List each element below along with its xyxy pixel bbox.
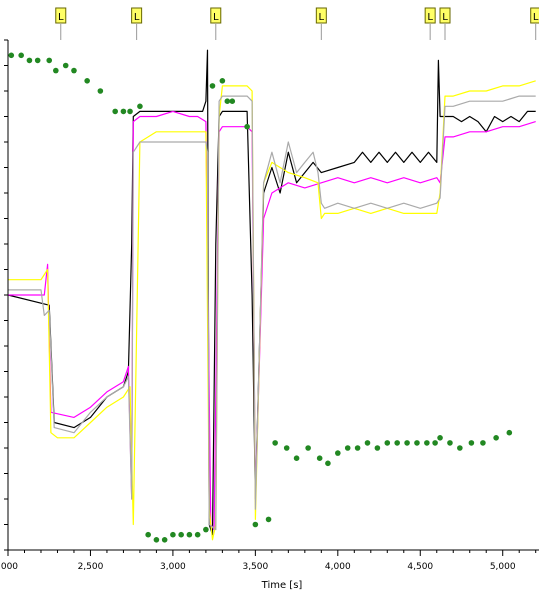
scatter-point [293, 455, 300, 462]
scatter-point [493, 435, 499, 441]
scatter-point [71, 67, 77, 74]
x-ticks: ,000 2,500 3,000 3,500 4,000 4,500 5,000 [0, 550, 537, 572]
event-marker-box [55, 7, 67, 24]
scatter-point [325, 460, 331, 467]
x-tick-label: 3,500 [242, 562, 268, 572]
scatter-point [127, 108, 133, 115]
event-marker-label: L [533, 12, 539, 23]
scatter-point [46, 57, 53, 64]
series-line [8, 110, 536, 531]
scatter-point [186, 531, 193, 538]
scatter-point [457, 445, 463, 451]
scatter-point [305, 445, 311, 451]
scatter-point [506, 429, 513, 436]
scatter-point [384, 440, 391, 446]
scatter-point [354, 445, 361, 451]
event-marker-label: L [319, 12, 325, 23]
scatter-point [137, 103, 143, 110]
scatter-point [424, 440, 430, 446]
scatter-point [145, 531, 151, 538]
scatter-point [224, 98, 231, 104]
event-marker-box [439, 7, 451, 24]
x-tick-label: ,000 [0, 562, 18, 572]
scatter-point [374, 445, 381, 451]
scatter-point [252, 521, 259, 528]
x-tick-label: 3,000 [160, 562, 186, 572]
scatter-point [18, 52, 24, 59]
scatter-point [97, 88, 104, 94]
scatter-point [120, 108, 127, 115]
scatter-point [480, 440, 486, 446]
scatter-point [447, 440, 453, 446]
event-marker-label: L [427, 12, 433, 23]
event-marker-box [530, 7, 539, 24]
scatter-point [316, 455, 323, 462]
event-marker-label: L [134, 12, 140, 23]
y-ticks [4, 39, 8, 551]
scatter-point [203, 526, 209, 533]
scatter-point [194, 531, 201, 538]
scatter-point [265, 516, 272, 523]
scatter-point [272, 440, 278, 446]
scatter-point [344, 445, 351, 451]
scatter-point [112, 108, 118, 115]
scatter-point [161, 537, 168, 543]
scatter-point [153, 537, 160, 543]
x-tick-label: 4,500 [407, 562, 433, 572]
event-marker-label: L [213, 12, 219, 23]
event-marker-box [424, 7, 436, 24]
series-line [8, 95, 536, 531]
scatter-point [62, 62, 69, 69]
scatter-point [219, 78, 226, 84]
event-marker-label: L [442, 12, 448, 23]
scatter-point [394, 440, 400, 446]
event-marker-box [315, 7, 327, 24]
scatter-point [34, 57, 41, 64]
scatter-point [335, 450, 341, 456]
x-tick-label: 2,500 [78, 562, 104, 572]
scatter-point [437, 435, 443, 441]
x-tick-label: 5,000 [490, 562, 516, 572]
scatter-point [283, 445, 290, 451]
x-axis-title: Time [s] [261, 580, 303, 591]
scatter-point [84, 78, 90, 84]
event-marker-box [210, 7, 222, 24]
scatter-point [244, 123, 250, 130]
scatter-point [170, 531, 176, 538]
series-line [7, 49, 536, 536]
scatter-point [26, 57, 33, 64]
scatter-point [209, 83, 216, 89]
scatter-point [414, 440, 420, 446]
series-line [8, 80, 536, 541]
scatter-point [432, 440, 438, 446]
scatter-point [468, 440, 475, 446]
scatter-point [229, 98, 236, 104]
axes: ,000 2,500 3,000 3,500 4,000 4,500 5,000 Time … [0, 39, 539, 591]
event-marker-box [131, 7, 143, 24]
scatter-point [8, 52, 15, 59]
scatter-point [404, 440, 410, 446]
x-tick-label: 4,000 [325, 562, 351, 572]
event-marker-label: L [58, 12, 64, 23]
scatter-point [364, 440, 371, 446]
plot-area [7, 49, 536, 543]
scatter-point [178, 531, 184, 538]
scatter-point [53, 67, 59, 74]
